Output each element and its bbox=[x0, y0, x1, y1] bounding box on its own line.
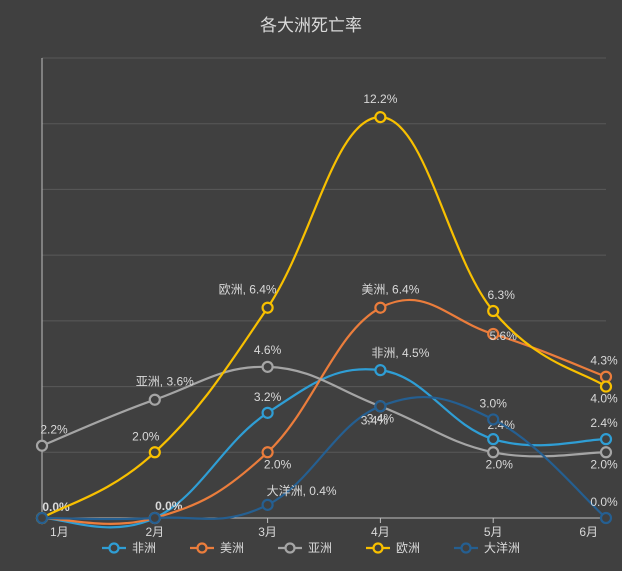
series-marker bbox=[488, 414, 498, 424]
series-marker bbox=[601, 382, 611, 392]
chart-svg: 1月2月3月4月5月6月0.0%0.0%3.2%非洲, 4.5%2.4%2.4%… bbox=[0, 0, 622, 571]
data-label: 亚洲, 3.6% bbox=[136, 375, 194, 389]
data-label: 3.4% bbox=[361, 413, 389, 427]
series-marker bbox=[263, 362, 273, 372]
series-marker bbox=[601, 434, 611, 444]
x-axis-label: 2月 bbox=[145, 525, 164, 539]
data-label: 0.0% bbox=[590, 495, 618, 509]
data-label: 美洲, 6.4% bbox=[361, 283, 419, 297]
x-axis-label: 1月 bbox=[50, 525, 69, 539]
legend-label: 非洲 bbox=[132, 541, 156, 555]
series-line bbox=[42, 117, 606, 518]
series-marker bbox=[488, 447, 498, 457]
data-label: 12.2% bbox=[363, 92, 397, 106]
data-label: 3.2% bbox=[254, 390, 282, 404]
series-marker bbox=[375, 303, 385, 313]
series-marker bbox=[601, 447, 611, 457]
series-marker bbox=[263, 408, 273, 418]
series-marker bbox=[375, 365, 385, 375]
data-label: 2.2% bbox=[40, 423, 68, 437]
series-marker bbox=[263, 447, 273, 457]
series-marker bbox=[601, 513, 611, 523]
legend-marker bbox=[198, 544, 207, 553]
x-axis-label: 6月 bbox=[579, 525, 598, 539]
series-marker bbox=[150, 395, 160, 405]
series-marker bbox=[601, 372, 611, 382]
series-marker bbox=[488, 306, 498, 316]
data-label: 4.3% bbox=[590, 354, 618, 368]
legend-marker bbox=[286, 544, 295, 553]
data-label: 欧洲, 6.4% bbox=[219, 283, 277, 297]
x-axis-label: 5月 bbox=[484, 525, 503, 539]
data-label: 2.0% bbox=[132, 429, 160, 443]
data-label: 4.6% bbox=[254, 343, 282, 357]
data-label: 2.0% bbox=[264, 457, 292, 471]
series-line bbox=[42, 367, 606, 457]
x-axis-label: 4月 bbox=[371, 525, 390, 539]
data-label: 3.0% bbox=[480, 396, 508, 410]
legend-label: 亚洲 bbox=[308, 541, 332, 555]
data-label: 大洋洲, 0.4% bbox=[267, 483, 337, 498]
legend-marker bbox=[110, 544, 119, 553]
x-axis-label: 3月 bbox=[258, 525, 277, 539]
data-label: 2.4% bbox=[590, 416, 618, 430]
series-marker bbox=[263, 303, 273, 313]
legend-label: 美洲 bbox=[220, 541, 244, 555]
series-marker bbox=[488, 434, 498, 444]
series-line bbox=[42, 369, 606, 527]
series-marker bbox=[375, 401, 385, 411]
series-marker bbox=[37, 441, 47, 451]
series-marker bbox=[37, 513, 47, 523]
data-label: 2.0% bbox=[486, 457, 514, 471]
chart-title: 各大洲死亡率 bbox=[0, 11, 622, 36]
series-marker bbox=[150, 513, 160, 523]
legend-marker bbox=[374, 544, 383, 553]
data-label: 非洲, 4.5% bbox=[371, 346, 429, 360]
series-marker bbox=[375, 112, 385, 122]
legend-marker bbox=[462, 544, 471, 553]
series-marker bbox=[150, 447, 160, 457]
legend-label: 大洋洲 bbox=[484, 540, 520, 555]
series-marker bbox=[263, 500, 273, 510]
legend-label: 欧洲 bbox=[396, 541, 420, 555]
data-label: 6.3% bbox=[488, 288, 516, 302]
data-label: 4.0% bbox=[590, 392, 618, 406]
series-line bbox=[42, 397, 606, 519]
data-label: 2.0% bbox=[590, 457, 618, 471]
chart-container: 各大洲死亡率 1月2月3月4月5月6月0.0%0.0%3.2%非洲, 4.5%2… bbox=[0, 0, 622, 571]
